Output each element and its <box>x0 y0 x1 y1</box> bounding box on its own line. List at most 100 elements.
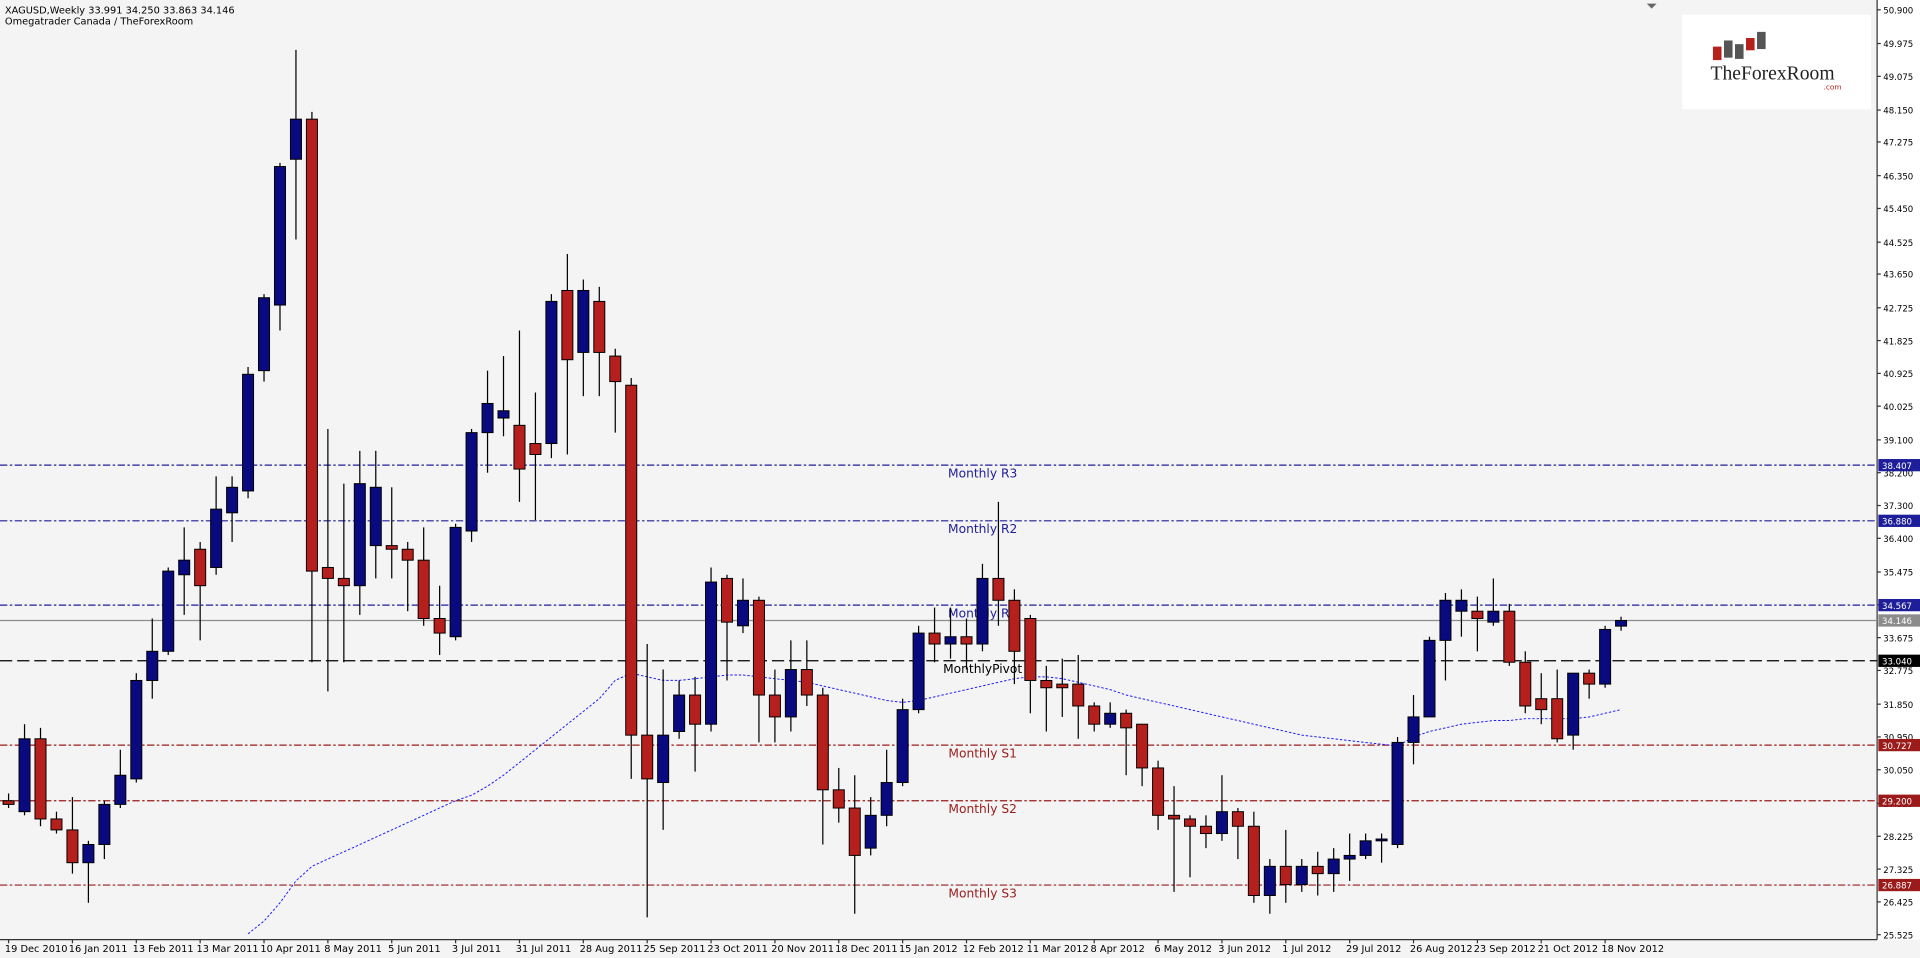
candle <box>1231 808 1244 860</box>
candle-body <box>880 782 893 816</box>
candle <box>976 563 989 652</box>
candle-body <box>162 570 175 652</box>
logo-bar <box>1746 38 1755 51</box>
x-tick-label: 8 May 2011 <box>324 944 382 955</box>
candle <box>289 49 302 240</box>
candle-body <box>1263 865 1276 897</box>
subtitle: Omegatrader Canada / TheForexRoom <box>5 17 193 28</box>
candle <box>673 680 686 739</box>
candle-body <box>321 566 334 579</box>
candle <box>162 567 175 655</box>
candle-body <box>1471 610 1484 619</box>
candle <box>82 840 95 903</box>
candle <box>1615 616 1628 631</box>
candle-body <box>2 800 15 805</box>
candle-body <box>1311 865 1324 875</box>
candle-body <box>657 734 670 784</box>
y-tick-label: 28.225 <box>1883 833 1913 843</box>
candle <box>194 541 207 641</box>
candle-body <box>66 829 79 864</box>
logo-bar <box>1723 40 1733 58</box>
candle-body <box>1024 618 1037 681</box>
candle-body <box>1519 661 1532 707</box>
x-tick-label: 1 Jul 2012 <box>1282 944 1331 955</box>
level-tag-label: 34.567 <box>1882 602 1912 612</box>
logo-bar <box>1757 31 1766 50</box>
candle <box>385 487 398 579</box>
candle <box>1519 651 1532 714</box>
candle-body <box>848 807 861 856</box>
candle-body <box>449 526 462 638</box>
y-tick-label: 41.825 <box>1883 337 1913 347</box>
y-tick-label: 40.925 <box>1883 370 1913 380</box>
candle <box>593 286 606 397</box>
candle <box>816 687 829 845</box>
x-tick-label: 3 Jun 2012 <box>1218 944 1271 955</box>
candle <box>529 392 542 521</box>
candle-body <box>1455 599 1468 612</box>
x-tick-label: 8 Apr 2012 <box>1091 944 1145 955</box>
x-tick-label: 12 Feb 2012 <box>963 944 1024 955</box>
candle-body <box>1008 599 1021 652</box>
candle <box>928 607 941 663</box>
candle-body <box>832 789 845 809</box>
candle <box>1136 723 1149 787</box>
candle-body <box>577 289 590 353</box>
candle <box>1343 833 1356 881</box>
x-tick-label: 15 Jan 2012 <box>899 944 958 955</box>
logo-bar <box>1734 44 1744 59</box>
candle <box>1295 859 1308 892</box>
candle <box>752 596 765 743</box>
candle <box>944 607 957 659</box>
candle <box>1120 709 1133 776</box>
candle <box>689 676 702 772</box>
x-tick-label: 28 Aug 2011 <box>580 944 643 955</box>
candle-body <box>194 548 207 587</box>
candle-body <box>337 577 350 587</box>
level-tag-label: 29.200 <box>1882 797 1912 807</box>
y-tick-label: 26.425 <box>1883 899 1913 909</box>
candle <box>2 793 15 809</box>
level-label: Monthly R2 <box>948 522 1017 536</box>
candle <box>912 625 925 714</box>
candle-body <box>465 432 478 532</box>
candle-body <box>800 669 813 696</box>
candle <box>1439 592 1452 681</box>
candle-body <box>1199 825 1212 835</box>
candle <box>1056 658 1069 717</box>
candle <box>657 669 670 830</box>
candle-body <box>114 774 127 805</box>
candle <box>1327 848 1340 892</box>
y-tick-label: 39.100 <box>1883 437 1913 447</box>
candle-body <box>98 803 111 845</box>
candle <box>66 797 79 874</box>
candle <box>401 541 414 612</box>
candle <box>321 428 334 692</box>
candle <box>481 370 494 473</box>
candle-body <box>705 581 718 725</box>
candle-body <box>944 636 957 645</box>
candle-body <box>385 545 398 550</box>
candle <box>465 428 478 542</box>
candle <box>178 527 191 615</box>
candle-body <box>289 118 302 160</box>
y-tick-label: 50.900 <box>1883 6 1913 16</box>
y-tick-label: 42.725 <box>1883 304 1913 314</box>
y-tick-label: 30.950 <box>1883 734 1913 744</box>
candle <box>226 476 239 542</box>
quote: 33.991 34.250 33.863 34.146 <box>88 5 234 16</box>
level-tag-label: 26.887 <box>1882 882 1912 892</box>
candle-body <box>1168 814 1181 820</box>
candle-body <box>433 618 446 634</box>
candle <box>992 501 1005 626</box>
candle-body <box>1072 683 1085 707</box>
candle <box>1503 603 1516 666</box>
logo-box <box>1682 14 1871 110</box>
level-tag-label: 38.407 <box>1882 462 1912 472</box>
level-tag <box>1878 514 1920 527</box>
candle-body <box>1615 619 1628 627</box>
candle <box>273 162 286 331</box>
x-tick-label: 11 Mar 2012 <box>1027 944 1089 955</box>
candle-body <box>481 402 494 434</box>
